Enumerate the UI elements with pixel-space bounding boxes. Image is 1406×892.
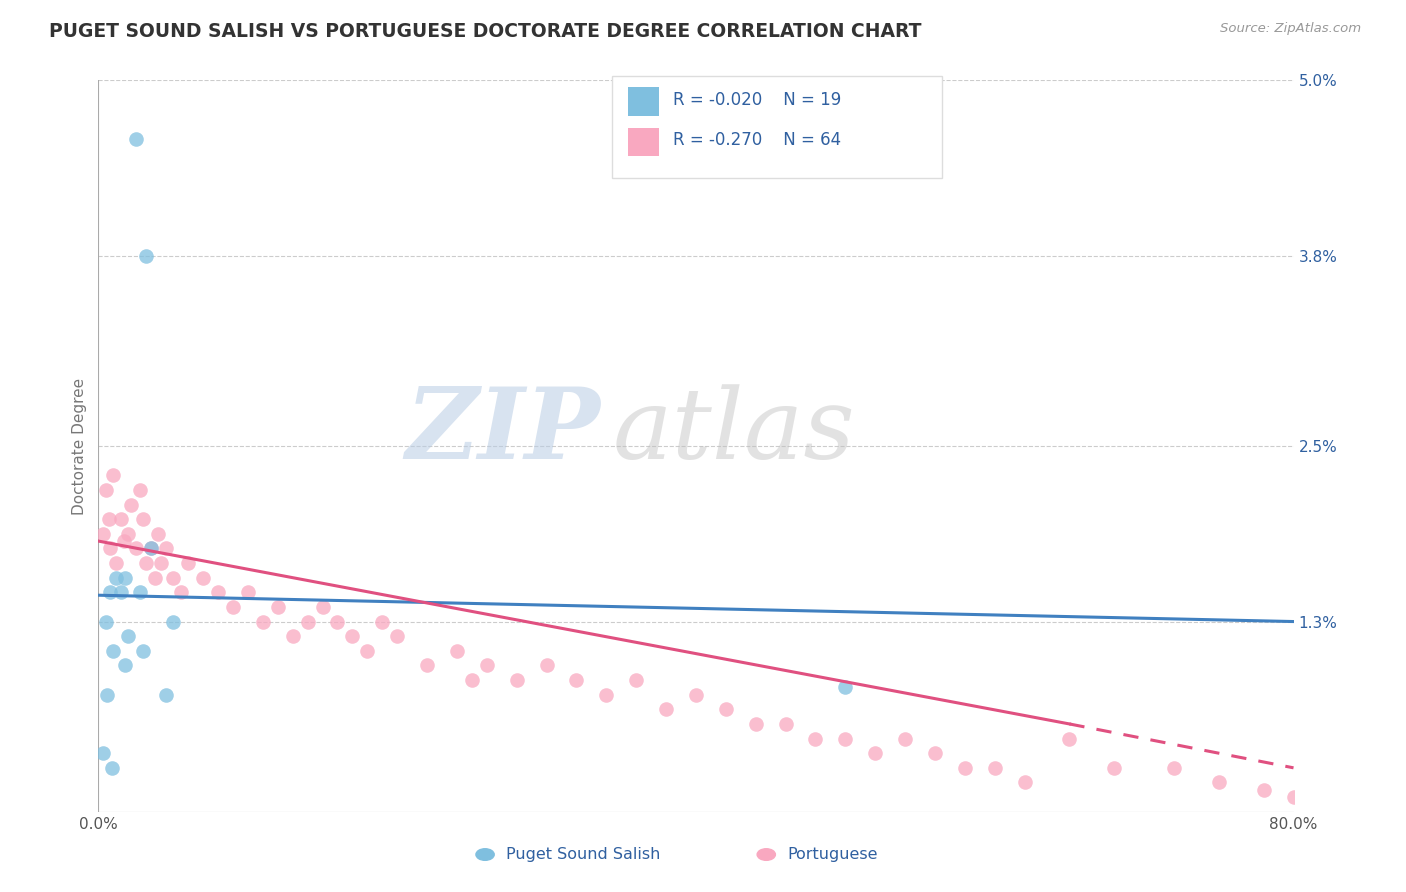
Point (105, 571, 128, 585)
Point (150, 556, 173, 570)
Point (506, 673, 529, 687)
Point (385, 629, 409, 643)
Text: Source: ZipAtlas.com: Source: ZipAtlas.com (1220, 22, 1361, 36)
Point (132, 512, 155, 526)
Point (984, 761, 1007, 775)
Point (252, 615, 274, 629)
Point (94, 483, 117, 497)
Point (101, 761, 124, 775)
Point (953, 761, 976, 775)
Point (139, 541, 162, 556)
Point (91, 746, 114, 760)
Point (1104, 761, 1126, 775)
Point (129, 483, 152, 497)
Text: Puget Sound Salish: Puget Sound Salish (506, 847, 661, 862)
Point (135, 249, 157, 263)
Point (97, 512, 120, 526)
Point (177, 556, 200, 570)
Point (894, 731, 917, 746)
Point (475, 658, 498, 673)
Point (1253, 782, 1275, 797)
Point (155, 688, 177, 702)
Point (342, 629, 364, 643)
Point (129, 585, 152, 599)
Point (169, 585, 191, 599)
Point (1163, 761, 1185, 775)
Point (446, 644, 468, 658)
Text: atlas: atlas (613, 384, 855, 479)
Point (311, 599, 333, 614)
Point (865, 746, 887, 760)
Point (94, 615, 117, 629)
Point (834, 731, 856, 746)
Point (371, 615, 394, 629)
Point (326, 615, 349, 629)
Point (125, 541, 148, 556)
Point (1059, 731, 1081, 746)
Point (110, 512, 132, 526)
Point (112, 534, 135, 549)
Point (91, 526, 114, 541)
Point (162, 571, 184, 585)
Point (96, 688, 118, 702)
Point (714, 702, 737, 716)
Point (222, 599, 245, 614)
Point (135, 556, 157, 570)
Point (536, 658, 558, 673)
Point (103, 644, 125, 658)
Point (595, 688, 617, 702)
Point (155, 541, 177, 556)
Point (655, 702, 678, 716)
Point (626, 673, 648, 687)
Point (267, 599, 290, 614)
Point (281, 629, 304, 643)
Point (1014, 775, 1036, 789)
Point (461, 673, 484, 687)
Point (120, 498, 142, 512)
Text: R = -0.020    N = 19: R = -0.020 N = 19 (673, 91, 842, 109)
Point (1282, 790, 1305, 805)
Point (834, 681, 856, 695)
Point (114, 658, 136, 673)
Point (162, 615, 184, 629)
Point (117, 629, 139, 643)
Y-axis label: Doctorate Degree: Doctorate Degree (72, 377, 87, 515)
Point (132, 644, 155, 658)
Text: ZIP: ZIP (405, 384, 600, 480)
Point (297, 615, 319, 629)
Point (148, 526, 170, 541)
Point (685, 688, 707, 702)
Point (356, 644, 378, 658)
Point (191, 571, 214, 585)
Point (416, 658, 439, 673)
Point (117, 526, 139, 541)
Text: PUGET SOUND SALISH VS PORTUGUESE DOCTORATE DEGREE CORRELATION CHART: PUGET SOUND SALISH VS PORTUGUESE DOCTORA… (49, 22, 922, 41)
Point (103, 468, 125, 483)
Point (143, 571, 166, 585)
Point (139, 541, 162, 556)
Point (207, 585, 229, 599)
Point (1208, 775, 1230, 789)
Point (105, 556, 128, 570)
Point (110, 585, 132, 599)
Point (98, 541, 122, 556)
Point (804, 731, 827, 746)
Text: R = -0.270    N = 64: R = -0.270 N = 64 (673, 131, 842, 149)
Point (924, 746, 946, 760)
Point (114, 571, 136, 585)
Point (236, 585, 259, 599)
Text: Portuguese: Portuguese (787, 847, 877, 862)
Point (775, 717, 797, 731)
Point (125, 132, 148, 146)
Point (565, 673, 588, 687)
Point (98, 585, 122, 599)
Point (745, 717, 768, 731)
